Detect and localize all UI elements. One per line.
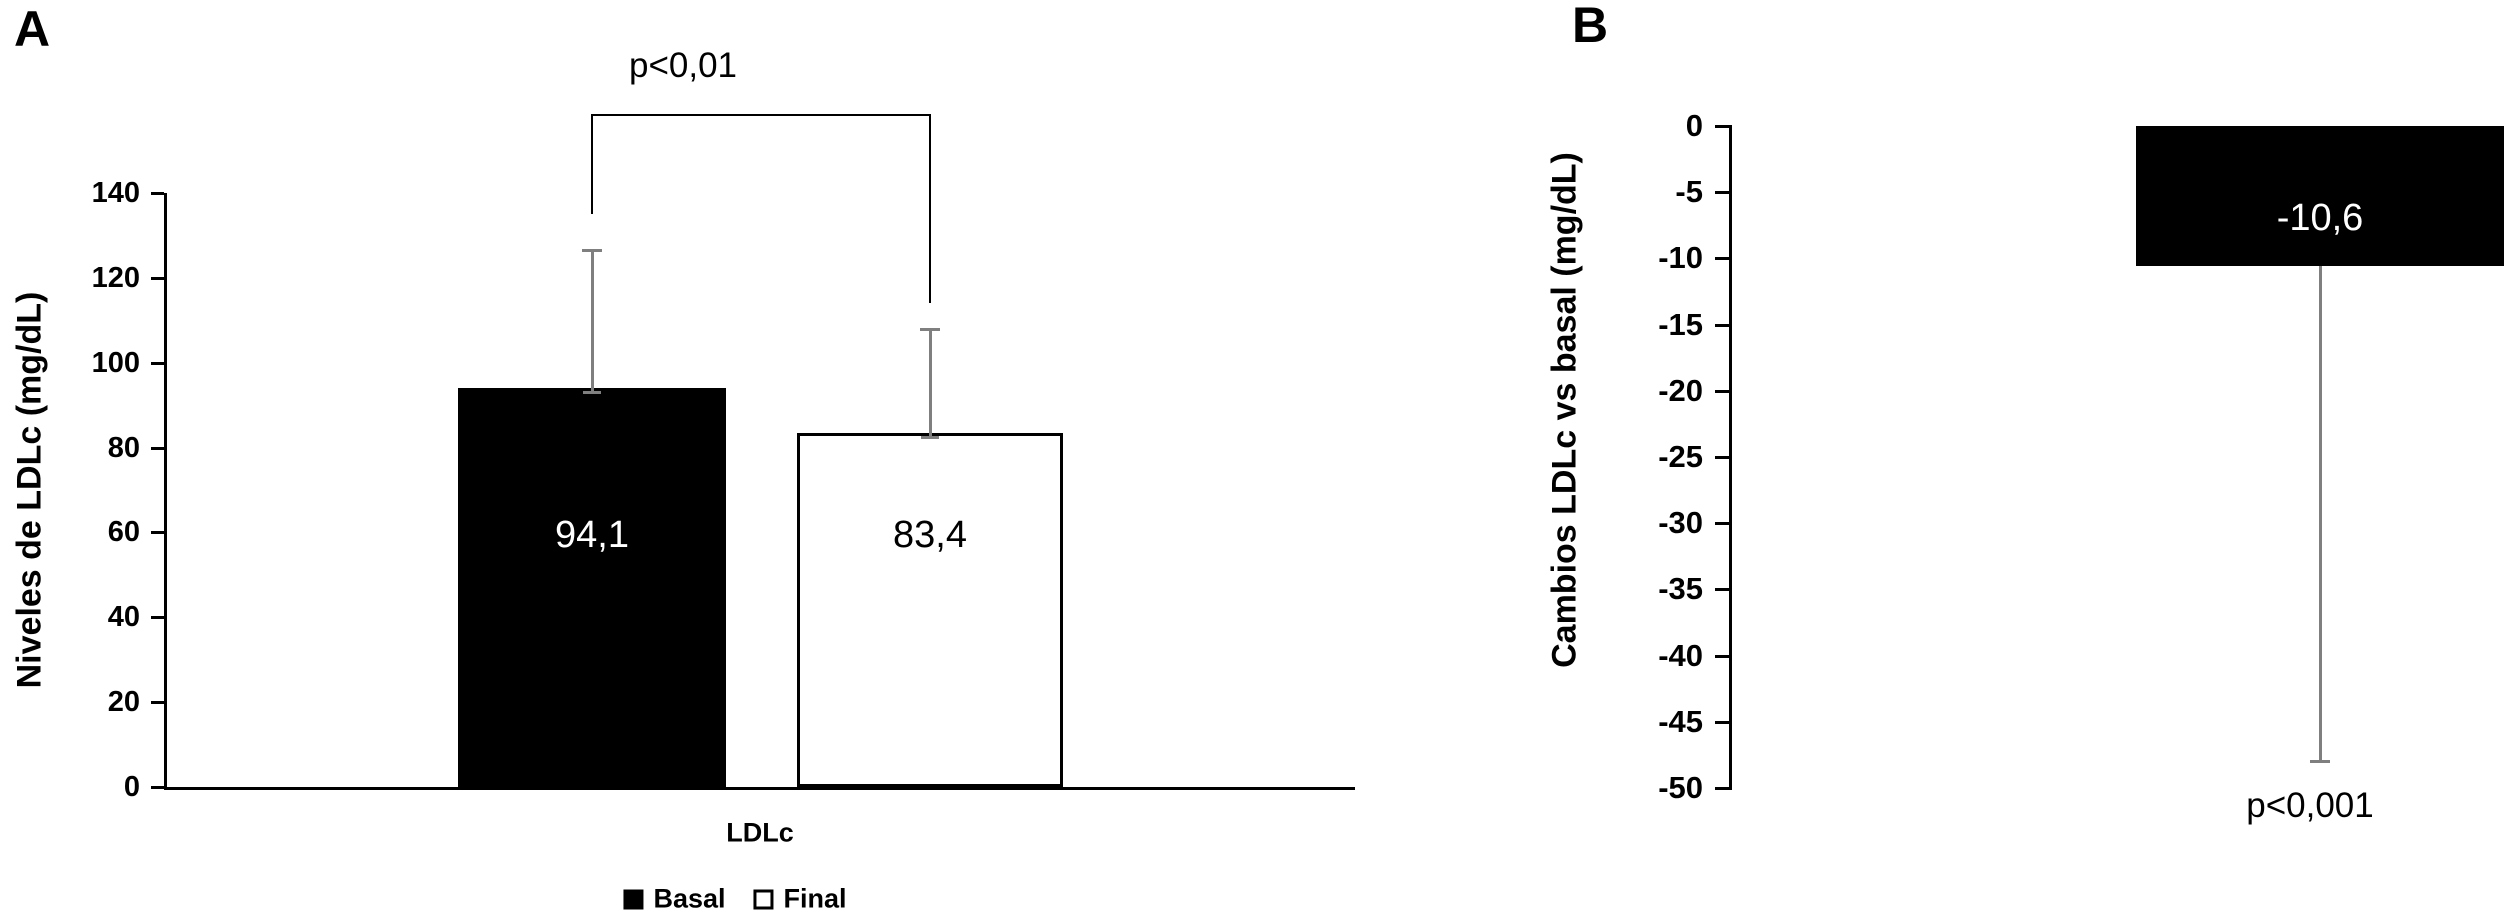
significance-bracket-top	[591, 114, 931, 116]
panel-a-x-axis-line	[164, 787, 1355, 790]
final-swatch-icon	[753, 889, 774, 909]
panel-b-label: B	[1572, 0, 1609, 53]
panel-a-y-tick-label: 20	[107, 686, 140, 719]
panel-a-y-tick-label: 80	[107, 431, 140, 464]
panel-b-y-tick-label: -50	[1658, 770, 1703, 805]
panel-b-y-tick	[1715, 588, 1729, 592]
error-bar-line	[2318, 266, 2322, 762]
significance-bracket-right	[929, 114, 931, 303]
legend-label-final: Final	[783, 883, 847, 914]
panel-a-y-tick	[151, 531, 164, 535]
panel-b-y-tick	[1715, 323, 1729, 327]
panel-b-y-tick	[1715, 787, 1729, 790]
panel-b-y-tick	[1715, 389, 1729, 393]
panel-b-y-tick-label: -30	[1658, 505, 1703, 541]
panel-a-y-tick	[151, 701, 164, 705]
panel-a-y-tick-label: 0	[123, 771, 140, 803]
panel-b-y-tick	[1715, 456, 1729, 459]
panel-b-y-tick	[1715, 257, 1729, 261]
panel-b-y-tick-label: -40	[1658, 637, 1703, 673]
panel-a-y-axis-title: Niveles de LDLc (mg/dL)	[10, 291, 49, 689]
panel-b-y-tick-label: -45	[1658, 703, 1703, 739]
panel-a-y-tick	[151, 786, 164, 789]
panel-a-y-tick-label: 60	[107, 516, 140, 549]
panel-b-y-tick-label: 0	[1685, 108, 1703, 143]
panel-a-y-tick-label: 100	[91, 346, 140, 379]
panel-b-y-tick-label: -25	[1658, 439, 1703, 474]
panel-a-label: A	[14, 1, 51, 57]
panel-a-y-tick-label: 140	[91, 177, 140, 209]
basal-swatch-icon	[623, 889, 644, 909]
bar-value-label: -10,6	[2276, 197, 2364, 239]
panel-a-y-tick	[151, 446, 164, 450]
error-bar-cap-top	[582, 249, 602, 253]
panel-a-bar-basal	[458, 387, 726, 787]
panel-b-y-tick	[1715, 522, 1729, 526]
panel-b-y-tick	[1715, 191, 1729, 195]
legend: Basal Final	[623, 883, 847, 914]
significance-bracket-left	[591, 114, 593, 214]
panel-b-y-axis-title: Cambios LDLc vs basal (mg/dL)	[1545, 152, 1584, 668]
panel-a-significance-label: p<0,01	[628, 46, 738, 85]
error-bar-cap-top	[920, 327, 940, 331]
legend-entry-final: Final	[753, 883, 847, 914]
bar-value-label: 83,4	[893, 514, 967, 556]
bar-value-label: 94,1	[555, 514, 629, 556]
legend-entry-basal: Basal	[623, 883, 726, 914]
legend-label-basal: Basal	[653, 883, 726, 914]
panel-b-y-axis-line	[1729, 125, 1732, 790]
panel-b-significance-label: p<0,001	[2246, 786, 2374, 825]
panel-b-y-tick	[1715, 654, 1729, 658]
panel-b-bar-cambio	[2136, 126, 2504, 267]
panel-a-y-tick	[151, 276, 164, 280]
panel-a-y-tick-label: 120	[91, 261, 140, 294]
panel-b-y-tick-label: -5	[1675, 174, 1703, 210]
panel-b-y-tick-label: -20	[1658, 372, 1703, 408]
panel-a-y-tick	[151, 361, 164, 365]
panel-b-y-tick-label: -15	[1658, 306, 1703, 342]
panel-b-y-tick	[1715, 125, 1729, 128]
panel-b-y-tick	[1715, 720, 1729, 724]
panel-b-y-tick-label: -10	[1658, 240, 1703, 276]
error-bar-cap-bottom	[583, 390, 601, 394]
panel-a-y-axis-line	[164, 193, 167, 790]
panel-a-y-tick	[151, 616, 164, 620]
panel-a-bar-final	[797, 433, 1063, 787]
error-bar-line	[590, 250, 594, 394]
panel-a-x-category-label: LDLc	[726, 817, 794, 848]
panel-b-y-tick-label: -35	[1658, 571, 1703, 607]
error-bar-cap-bottom	[2310, 759, 2330, 763]
panel-a-y-tick-label: 40	[107, 601, 140, 634]
panel-a-y-tick	[151, 192, 164, 195]
error-bar-line	[928, 328, 932, 440]
error-bar-cap-bottom	[921, 436, 939, 440]
